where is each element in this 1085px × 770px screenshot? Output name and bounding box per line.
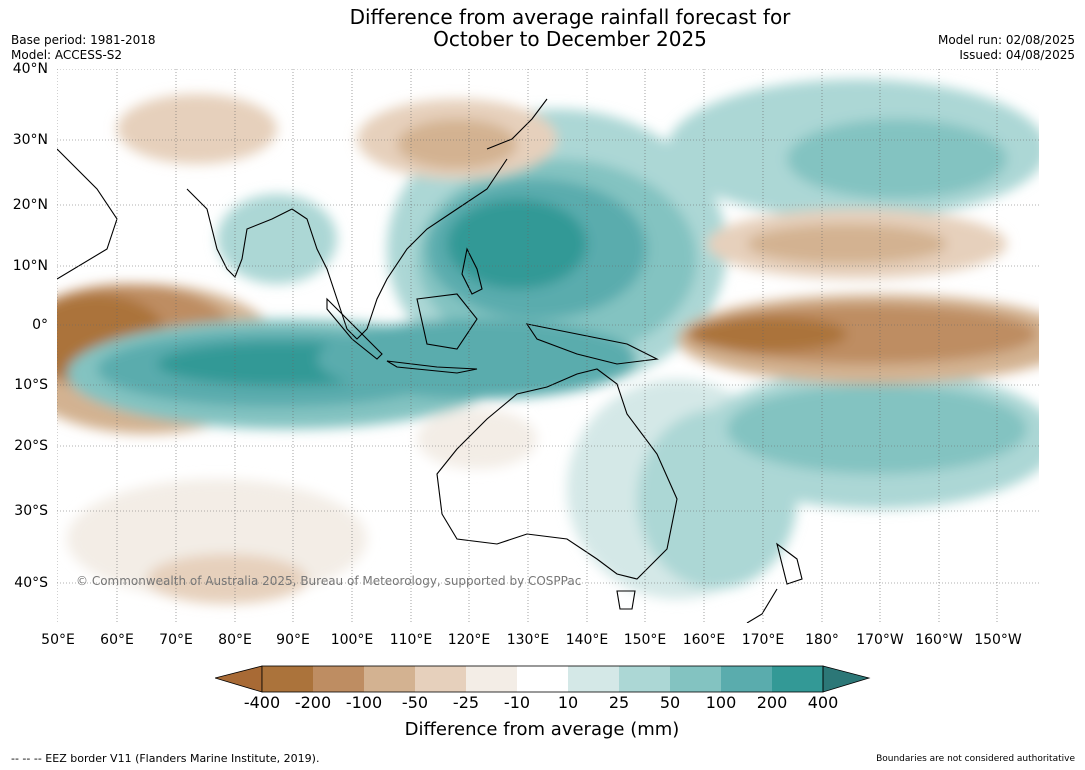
coastline-lines — [57, 98, 803, 623]
map-title-line1: Difference from average rainfall forecas… — [349, 5, 791, 29]
lat-label-30s: 30°S — [14, 503, 48, 519]
colorbar-tick: -200 — [294, 693, 332, 712]
lon-label-70e: 70°E — [159, 632, 193, 648]
lon-label-170w: 170°W — [856, 632, 904, 648]
map-title-line2: October to December 2025 — [433, 27, 707, 51]
lon-label-110e: 110°E — [389, 632, 433, 648]
colorbar-tick: 100 — [705, 693, 737, 712]
colorbar-tick: -100 — [345, 693, 383, 712]
colorbar-tick: 200 — [756, 693, 788, 712]
lon-label-120e: 120°E — [447, 632, 491, 648]
lat-label-30n: 30°N — [12, 132, 48, 148]
colorbar-tick: 400 — [807, 693, 839, 712]
colorbar-swatch — [262, 666, 313, 692]
lon-label-160w: 160°W — [915, 632, 963, 648]
colorbar-swatch — [415, 666, 466, 692]
model-name: Model: ACCESS-S2 — [11, 48, 123, 62]
colorbar-tick: 10 — [557, 693, 579, 712]
colorbar-swatch — [721, 666, 772, 692]
copyright-notice: © Commonwealth of Australia 2025, Bureau… — [76, 574, 582, 588]
colorbar-swatch — [568, 666, 619, 692]
colorbar-tick: -400 — [243, 693, 281, 712]
lon-label-130e: 130°E — [506, 632, 550, 648]
lon-label-150e: 150°E — [623, 632, 667, 648]
rainfall-anomaly-map — [57, 69, 1039, 623]
base-period: Base period: 1981-2018 — [11, 33, 156, 47]
colorbar-arrow-left — [215, 665, 263, 693]
lon-label-170e: 170°E — [741, 632, 785, 648]
colorbar-swatch — [313, 666, 364, 692]
colorbar-swatch — [517, 666, 568, 692]
lat-label-0: 0° — [32, 317, 48, 333]
model-run-date: Model run: 02/08/2025 — [937, 33, 1075, 47]
colorbar-tick: 25 — [608, 693, 630, 712]
colorbar-swatch — [772, 666, 823, 692]
rainfall-map — [57, 69, 1039, 623]
colorbar — [215, 665, 871, 693]
colorbar-swatch — [364, 666, 415, 692]
graticule — [57, 69, 1039, 623]
lon-label-90e: 90°E — [276, 632, 310, 648]
lat-label-20n: 20°N — [12, 197, 48, 213]
colorbar-tick: -50 — [401, 693, 429, 712]
lat-label-40n: 40°N — [12, 61, 48, 77]
colorbar-tick: -25 — [452, 693, 480, 712]
eez-border-note: -- -- -- EEZ border V11 (Flanders Marine… — [11, 752, 320, 765]
lat-label-10s: 10°S — [14, 377, 48, 393]
lon-label-160e: 160°E — [682, 632, 726, 648]
colorbar-swatch — [670, 666, 721, 692]
colorbar-label: Difference from average (mm) — [404, 719, 680, 740]
lon-label-140e: 140°E — [565, 632, 609, 648]
lon-label-60e: 60°E — [100, 632, 134, 648]
lon-label-100e: 100°E — [330, 632, 374, 648]
colorbar-arrow-right — [822, 665, 871, 693]
lon-label-150w: 150°W — [974, 632, 1022, 648]
issued-date: Issued: 04/08/2025 — [959, 48, 1075, 62]
colorbar-swatch — [619, 666, 670, 692]
lon-label-80e: 80°E — [218, 632, 252, 648]
colorbar-swatch — [466, 666, 517, 692]
lon-label-180: 180° — [805, 632, 839, 648]
lat-label-10n: 10°N — [12, 258, 48, 274]
lon-label-50e: 50°E — [41, 632, 75, 648]
boundaries-disclaimer: Boundaries are not considered authoritat… — [876, 754, 1075, 764]
colorbar-tick: 50 — [659, 693, 681, 712]
lat-label-40s: 40°S — [14, 575, 48, 591]
lat-label-20s: 20°S — [14, 438, 48, 454]
colorbar-tick: -10 — [503, 693, 531, 712]
